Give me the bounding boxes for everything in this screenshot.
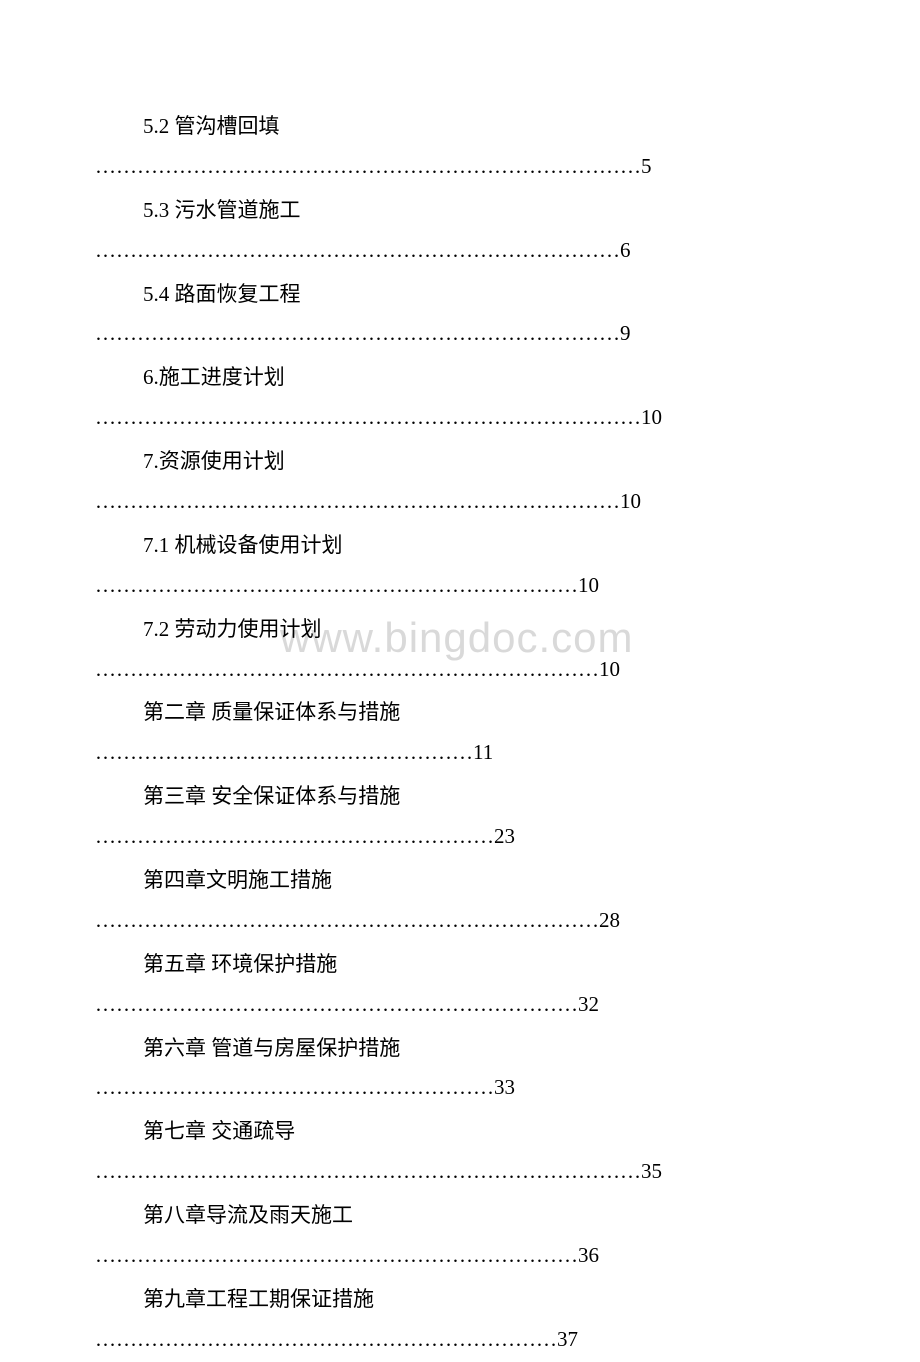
- toc-dots: …………………………………………………………………9: [95, 314, 825, 356]
- toc-entry: 第七章 交通疏导 ……………………………………………………………………35: [95, 1110, 825, 1194]
- toc-dots: ……………………………………………………………………5: [95, 147, 825, 189]
- toc-dots: ……………………………………………………………36: [95, 1236, 825, 1278]
- toc-entry: 5.3 污水管道施工 …………………………………………………………………6: [95, 189, 825, 273]
- toc-dots: …………………………………………………33: [95, 1068, 825, 1110]
- toc-entry: 第二章 质量保证体系与措施 ………………………………………………11: [95, 691, 825, 775]
- toc-entry: 5.4 路面恢复工程 …………………………………………………………………9: [95, 273, 825, 357]
- toc-dots: ……………………………………………………………………10: [95, 398, 825, 440]
- toc-dots: ……………………………………………………………32: [95, 985, 825, 1027]
- toc-entry: 第八章导流及雨天施工 ……………………………………………………………36: [95, 1194, 825, 1278]
- toc-title: 7.资源使用计划: [95, 440, 825, 482]
- toc-entry: 7.1 机械设备使用计划 ……………………………………………………………10: [95, 524, 825, 608]
- toc-title: 5.3 污水管道施工: [95, 189, 825, 231]
- toc-entry: 第五章 环境保护措施 ……………………………………………………………32: [95, 943, 825, 1027]
- toc-dots: ………………………………………………………………10: [95, 650, 825, 692]
- toc-title: 第五章 环境保护措施: [95, 943, 825, 985]
- toc-dots: ………………………………………………11: [95, 733, 825, 775]
- toc-dots: …………………………………………………23: [95, 817, 825, 859]
- toc-entry: 6.施工进度计划 ……………………………………………………………………10: [95, 356, 825, 440]
- toc-title: 第六章 管道与房屋保护措施: [95, 1027, 825, 1069]
- toc-dots: …………………………………………………………………10: [95, 482, 825, 524]
- toc-entry: 第九章工程工期保证措施 …………………………………………………………37: [95, 1278, 825, 1362]
- toc-entry: 第三章 安全保证体系与措施 …………………………………………………23: [95, 775, 825, 859]
- toc-entry: 第四章文明施工措施 ………………………………………………………………28: [95, 859, 825, 943]
- toc-title: 第七章 交通疏导: [95, 1110, 825, 1152]
- toc-title: 第九章工程工期保证措施: [95, 1278, 825, 1320]
- toc-entry: 5.2 管沟槽回填 ……………………………………………………………………5: [95, 105, 825, 189]
- toc-entry: 7.2 劳动力使用计划 ………………………………………………………………10: [95, 608, 825, 692]
- toc-dots: ……………………………………………………………………35: [95, 1152, 825, 1194]
- toc-title: 第四章文明施工措施: [95, 859, 825, 901]
- toc-dots: ………………………………………………………………28: [95, 901, 825, 943]
- toc-title: 6.施工进度计划: [95, 356, 825, 398]
- toc-title: 5.2 管沟槽回填: [95, 105, 825, 147]
- toc-dots: …………………………………………………………37: [95, 1320, 825, 1362]
- toc-title: 7.1 机械设备使用计划: [95, 524, 825, 566]
- toc-title: 第八章导流及雨天施工: [95, 1194, 825, 1236]
- toc-title: 第三章 安全保证体系与措施: [95, 775, 825, 817]
- toc-dots: …………………………………………………………………6: [95, 231, 825, 273]
- toc-title: 第二章 质量保证体系与措施: [95, 691, 825, 733]
- toc-title: 5.4 路面恢复工程: [95, 273, 825, 315]
- toc-entry: 7.资源使用计划 …………………………………………………………………10: [95, 440, 825, 524]
- toc-dots: ……………………………………………………………10: [95, 566, 825, 608]
- toc-title: 7.2 劳动力使用计划: [95, 608, 825, 650]
- toc-entry: 第六章 管道与房屋保护措施 …………………………………………………33: [95, 1027, 825, 1111]
- toc-content: 5.2 管沟槽回填 ……………………………………………………………………5 5.…: [95, 105, 825, 1362]
